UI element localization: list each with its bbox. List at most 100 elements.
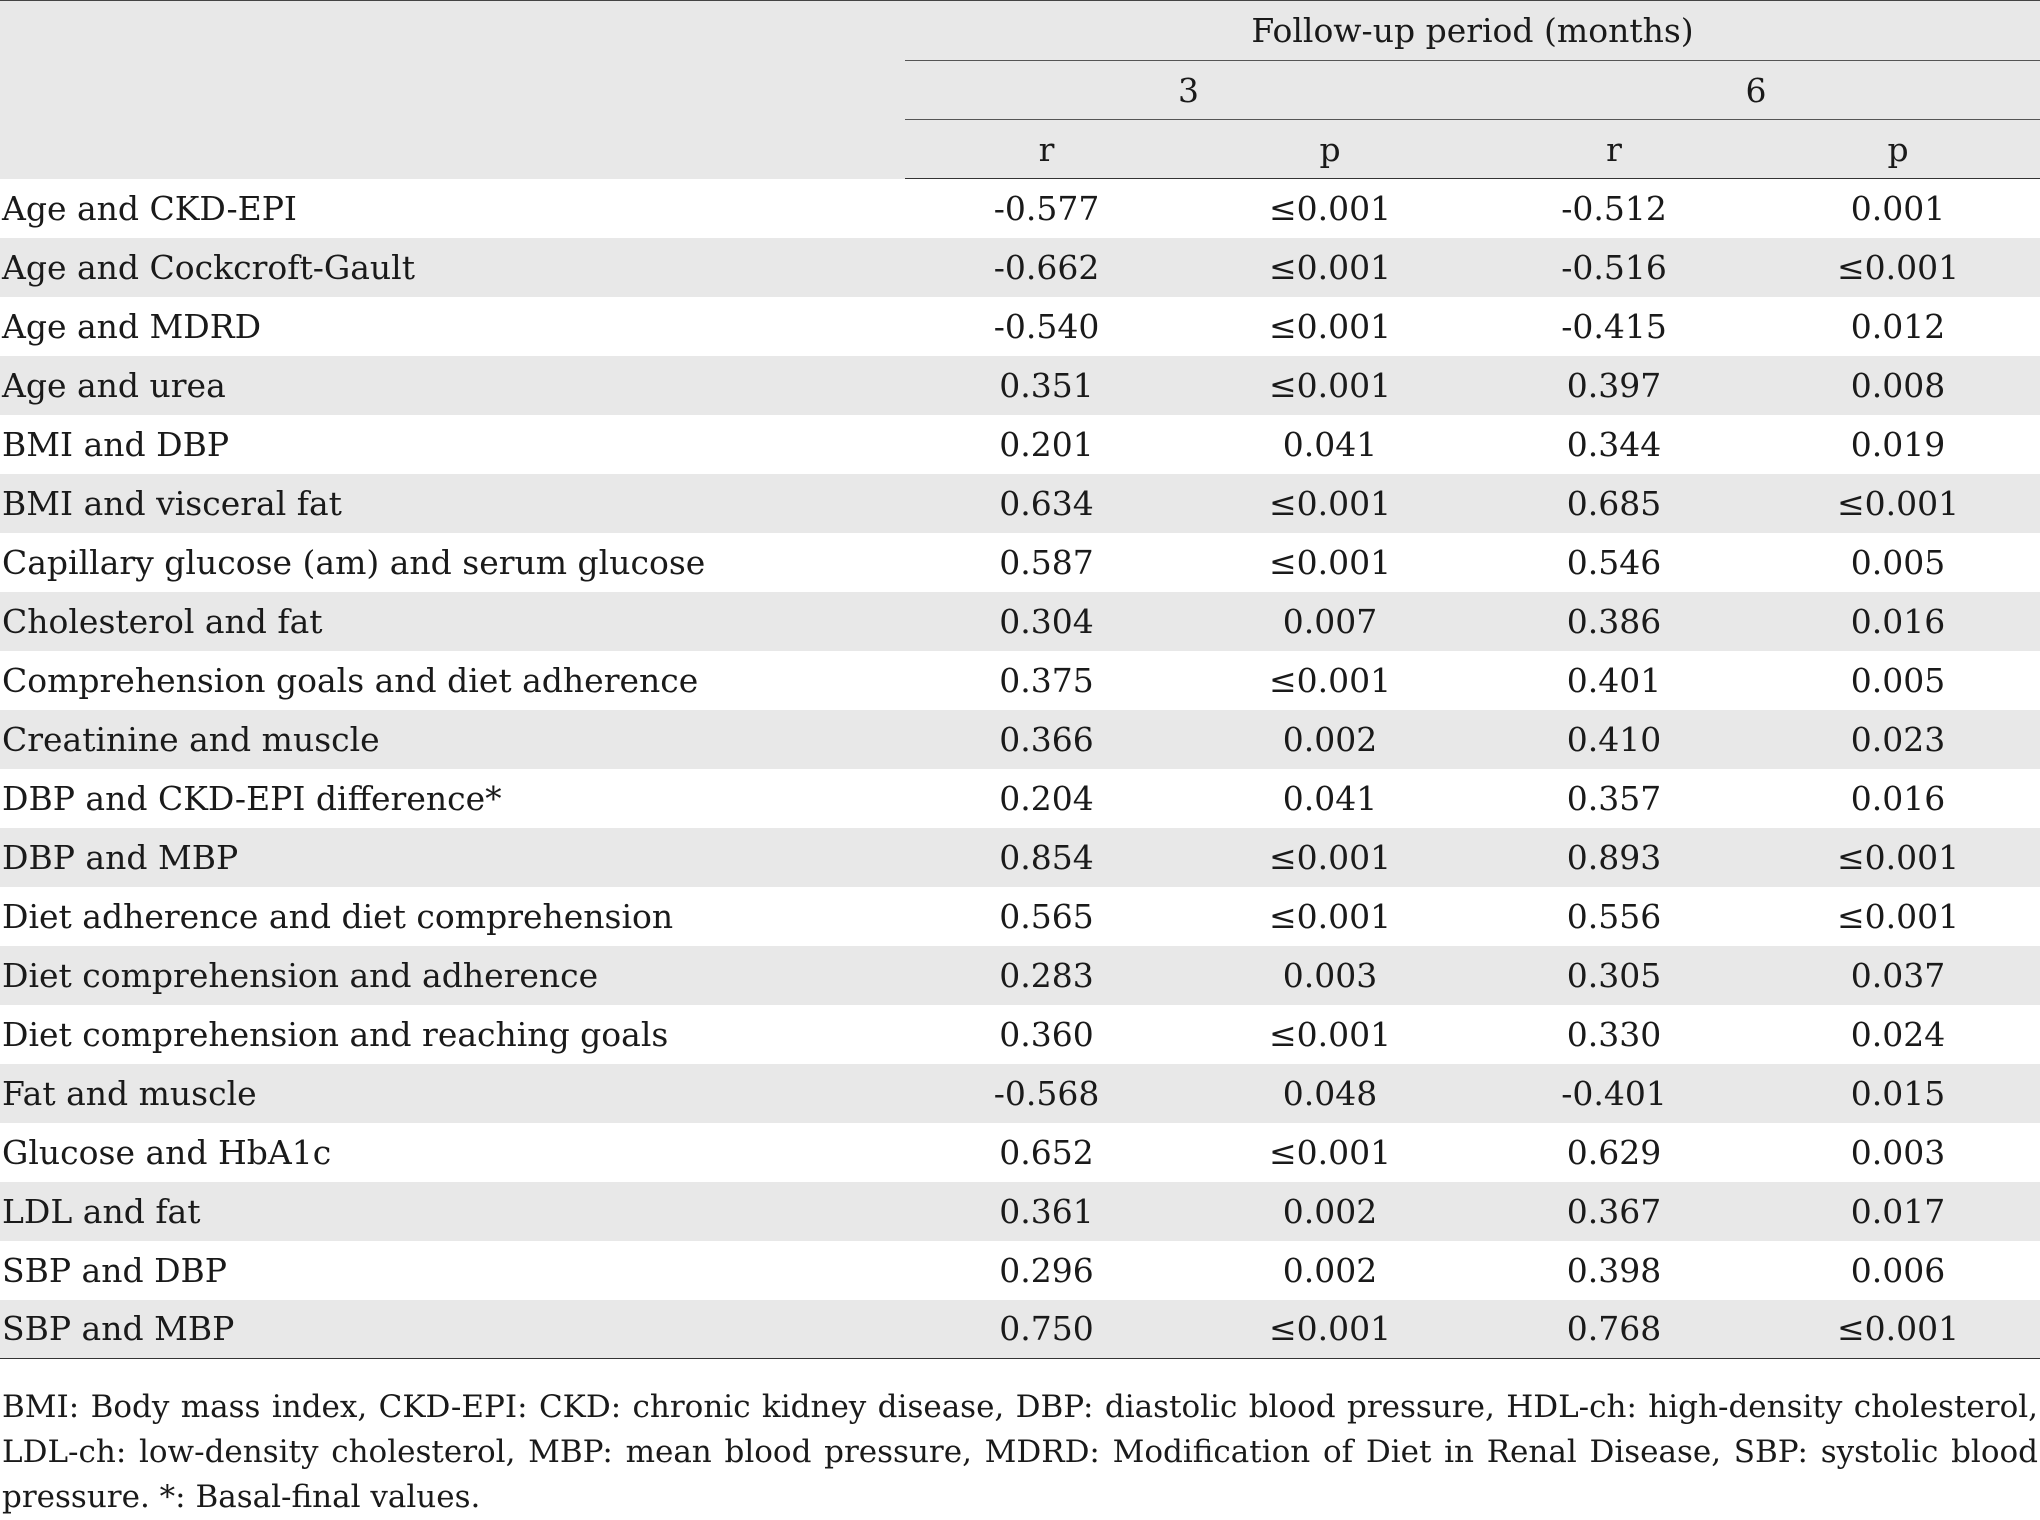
row-label: BMI and DBP [2, 424, 230, 464]
cell-p3: 0.041 [1282, 778, 1378, 818]
cell-r6: 0.401 [1566, 660, 1662, 700]
cell-p6: 0.005 [1850, 660, 1946, 700]
cell-p3: 0.003 [1282, 955, 1378, 995]
cell-p3: 0.002 [1282, 719, 1378, 759]
table-row: Glucose and HbA1c 0.652 ≤0.001 0.629 0.003 [0, 1122, 2040, 1182]
row-label: Age and Cockcroft-Gault [2, 247, 415, 287]
row-label: Diet comprehension and reaching goals [2, 1014, 669, 1054]
cell-r6: 0.386 [1566, 601, 1662, 641]
row-label: SBP and MBP [0, 1299, 905, 1359]
cell-r6: 0.398 [1566, 1250, 1662, 1290]
cell-p6: 0.003 [1850, 1132, 1946, 1172]
cell-p6: 0.015 [1850, 1073, 1946, 1113]
cell-p6: 0.008 [1850, 365, 1946, 405]
table-row: Age and Cockcroft-Gault -0.662 ≤0.001 -0.51… [0, 237, 2040, 297]
cell-p6: 0.001 [1850, 188, 1946, 228]
cell-r6: 0.397 [1566, 365, 1662, 405]
period-6-months-header: 6 [1472, 60, 2040, 120]
cell-p6: 0.012 [1850, 306, 1946, 346]
cell-r6: -0.516 [1561, 247, 1667, 287]
cell-p3: 0.002 [1282, 1191, 1378, 1231]
row-label: Age and urea [2, 365, 226, 405]
row-label: DBP and CKD-EPI difference* [2, 778, 502, 818]
subcol-r-6: r [1472, 119, 1756, 179]
table-row: BMI and visceral fat 0.634 ≤0.001 0.685 ≤0.0… [0, 473, 2040, 533]
cell-r3: 0.634 [999, 483, 1094, 523]
table-body: Age and CKD-EPI -0.577 ≤0.001 -0.512 0.001 Ag… [0, 178, 2040, 1359]
cell-r6: 0.305 [1566, 955, 1662, 995]
table-row: BMI and DBP 0.201 0.041 0.344 0.019 [0, 414, 2040, 474]
follow-up-period-header: Follow-up period (months) [905, 0, 2040, 61]
cell-r6: 0.357 [1566, 778, 1662, 818]
cell-r3: 0.361 [999, 1191, 1094, 1231]
row-label: BMI and visceral fat [2, 483, 342, 523]
row-label: Diet adherence and diet comprehension [2, 896, 674, 936]
cell-p6: ≤0.001 [1836, 896, 1960, 936]
cell-r6: -0.512 [1561, 188, 1667, 228]
cell-p6: ≤0.001 [1756, 1299, 2040, 1359]
cell-r3: 0.750 [905, 1299, 1188, 1359]
cell-p3: ≤0.001 [1268, 247, 1392, 287]
cell-p3: ≤0.001 [1268, 837, 1392, 877]
cell-r6: 0.344 [1566, 424, 1662, 464]
cell-p3: ≤0.001 [1268, 365, 1392, 405]
table-row: Age and MDRD -0.540 ≤0.001 -0.415 0.012 [0, 296, 2040, 356]
cell-p3: ≤0.001 [1268, 306, 1392, 346]
row-label: Age and MDRD [2, 306, 262, 346]
table-row: Diet adherence and diet comprehension 0.5… [0, 886, 2040, 946]
row-label: Fat and muscle [2, 1073, 257, 1113]
subcol-p-3: p [1188, 119, 1472, 179]
cell-r6: 0.685 [1566, 483, 1662, 523]
cell-r6: 0.410 [1566, 719, 1662, 759]
cell-p3: 0.002 [1282, 1250, 1378, 1290]
cell-r6: 0.629 [1566, 1132, 1662, 1172]
row-label: DBP and MBP [2, 837, 239, 877]
cell-p3: ≤0.001 [1268, 188, 1392, 228]
row-label: Diet comprehension and adherence [2, 955, 599, 995]
cell-p3: 0.041 [1282, 424, 1378, 464]
header-row-group: Follow-up period (months) [0, 0, 2040, 179]
row-label: Creatinine and muscle [2, 719, 380, 759]
cell-r3: 0.366 [999, 719, 1094, 759]
cell-r3: 0.587 [999, 542, 1094, 582]
cell-r3: 0.296 [999, 1250, 1094, 1290]
table-row: DBP and MBP 0.854 ≤0.001 0.893 ≤0.001 [0, 827, 2040, 887]
row-label: SBP and DBP [2, 1250, 228, 1290]
cell-p6: 0.005 [1850, 542, 1946, 582]
cell-p6: 0.023 [1850, 719, 1946, 759]
row-label: Comprehension goals and diet adherence [2, 660, 699, 700]
cell-p6: ≤0.001 [1836, 837, 1960, 877]
table-row: SBP and DBP 0.296 0.002 0.398 0.006 [0, 1240, 2040, 1300]
row-label: LDL and fat [2, 1191, 201, 1231]
row-label: Cholesterol and fat [2, 601, 323, 641]
cell-r3: 0.854 [999, 837, 1094, 877]
cell-r3: -0.540 [993, 306, 1100, 346]
table-header: Follow-up period (months) 3 6 r p r p [0, 0, 2040, 179]
cell-r3: 0.351 [999, 365, 1094, 405]
table-row: Fat and muscle -0.568 0.048 -0.401 0.015 [0, 1063, 2040, 1123]
cell-p3: ≤0.001 [1268, 896, 1392, 936]
cell-r3: 0.360 [999, 1014, 1094, 1054]
cell-r6: 0.768 [1472, 1299, 1756, 1359]
cell-p6: 0.016 [1850, 601, 1946, 641]
cell-p6: 0.017 [1850, 1191, 1946, 1231]
cell-r3: 0.652 [999, 1132, 1094, 1172]
table-footnote: BMI: Body mass index, CKD-EPI: CKD: chro… [2, 1389, 2038, 1515]
header-blank-cell [0, 0, 905, 179]
cell-p3: ≤0.001 [1268, 483, 1392, 523]
table-row: Diet comprehension and adherence 0.283 0.0… [0, 945, 2040, 1005]
row-label: Age and CKD-EPI [2, 188, 297, 228]
table-row: Cholesterol and fat 0.304 0.007 0.386 0.016 [0, 591, 2040, 651]
cell-r3: 0.204 [999, 778, 1094, 818]
correlation-table: Follow-up period (months) 3 6 r p r p Ag… [0, 0, 2040, 1359]
cell-r3: 0.283 [999, 955, 1094, 995]
cell-r6: 0.330 [1566, 1014, 1662, 1054]
table-row: Comprehension goals and diet adherence 0.… [0, 650, 2040, 710]
cell-r6: -0.415 [1561, 306, 1667, 346]
cell-p6: ≤0.001 [1836, 483, 1960, 523]
table-row: Age and CKD-EPI -0.577 ≤0.001 -0.512 0.001 [0, 178, 2040, 238]
table-row: LDL and fat 0.361 0.002 0.367 0.017 [0, 1181, 2040, 1241]
table-row: Age and urea 0.351 ≤0.001 0.397 0.008 [0, 355, 2040, 415]
cell-p6: 0.037 [1850, 955, 1946, 995]
